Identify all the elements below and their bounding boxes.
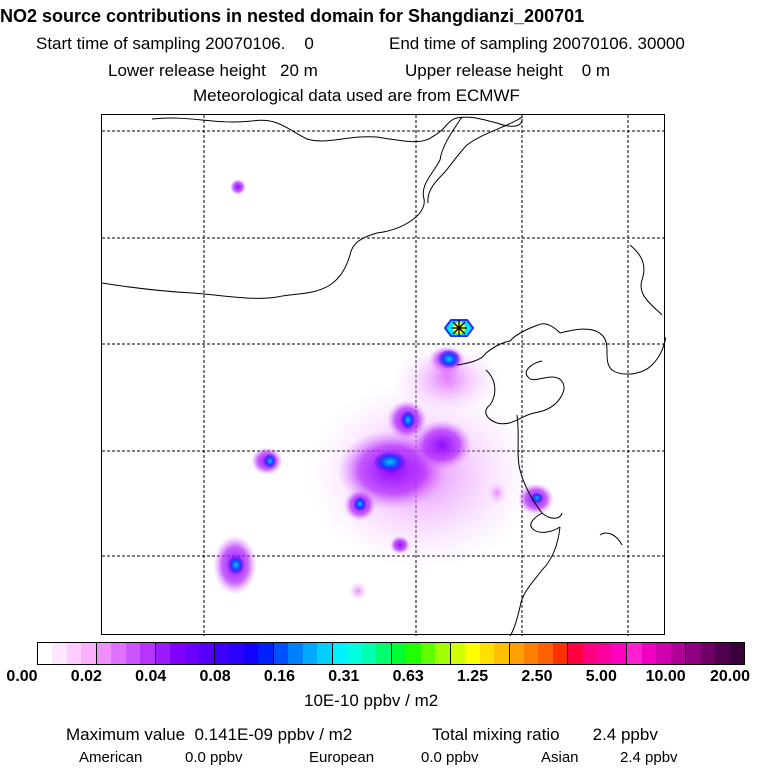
hotspot [374, 452, 406, 472]
colorbar-segment [302, 643, 318, 664]
colorbar-segment [686, 643, 701, 664]
european-value: 0.0 ppbv [421, 749, 479, 766]
coastlines [102, 116, 666, 636]
colorbar-segment [627, 643, 642, 664]
colorbar-segment [52, 643, 67, 664]
colorbar-segment [391, 643, 407, 664]
concentration-field [213, 179, 554, 601]
colorbar-segment [641, 643, 657, 664]
total-mixing-text: Total mixing ratio 2.4 ppbv [432, 725, 658, 744]
plume-area [487, 481, 507, 505]
colorbar-segment [125, 643, 141, 664]
colorbar-tick-label: 0.04 [135, 668, 167, 685]
colorbar-segment [111, 643, 126, 664]
colorbar-segment [273, 643, 289, 664]
map-canvas [102, 115, 666, 636]
receptor-station-marker [443, 319, 475, 337]
colorbar-segment [479, 643, 495, 664]
upper-release-text: Upper release height 0 m [405, 61, 611, 80]
colorbar-segment [420, 643, 436, 664]
colorbar-segment [406, 643, 421, 664]
hotspot [228, 556, 244, 574]
american-label: American [79, 749, 143, 766]
colorbar-tick-label: 0.00 [6, 668, 38, 685]
plume-area [412, 420, 472, 470]
colorbar-segment [38, 643, 53, 664]
hotspot [438, 350, 460, 368]
colorbar-tick-label: 20.00 [709, 668, 751, 685]
colorbar-tick-label: 0.16 [263, 668, 296, 685]
colorbar-segment [184, 643, 200, 664]
colorbar [37, 642, 745, 665]
hotspot [354, 497, 366, 511]
colorbar-segment [332, 643, 348, 664]
map-panel [101, 114, 666, 636]
plume-area [348, 581, 368, 601]
colorbar-tick-label: 0.02 [70, 668, 102, 685]
colorbar-segment [376, 643, 392, 664]
colorbar-segment [568, 643, 583, 664]
colorbar-segment [96, 643, 112, 664]
colorbar-segment [552, 643, 569, 664]
colorbar-segment [229, 643, 244, 664]
colorbar-segment [523, 643, 539, 664]
colorbar-tick-label: 0.31 [328, 668, 360, 685]
colorbar-segment [656, 643, 671, 664]
colorbar-unit-label: 10E-10 ppbv / m2 [304, 691, 439, 710]
colorbar-segment [258, 643, 274, 664]
colorbar-segment [361, 643, 377, 664]
hotspot [531, 493, 543, 503]
lower-release-text: Lower release height 20 m [108, 61, 318, 80]
colorbar-segment [170, 643, 185, 664]
colorbar-segment [465, 643, 480, 664]
colorbar-segment [715, 643, 730, 664]
colorbar-segment [66, 643, 82, 664]
colorbar-segment [214, 643, 230, 664]
sampling-start-text: Start time of sampling 20070106. 0 [36, 34, 314, 53]
colorbar-tick-label: 10.00 [645, 668, 686, 685]
colorbar-segment [317, 643, 333, 664]
colorbar-segment [155, 643, 171, 664]
asian-value: 2.4 ppbv [620, 749, 678, 766]
colorbar-segment [597, 643, 612, 664]
colorbar-tick-label: 2.50 [521, 668, 553, 685]
colorbar-segment [729, 643, 745, 664]
sampling-end-text: End time of sampling 20070106. 30000 [389, 34, 685, 53]
colorbar-segment [700, 643, 716, 664]
american-value: 0.0 ppbv [185, 749, 243, 766]
asian-label: Asian [541, 749, 579, 766]
met-data-text: Meteorological data used are from ECMWF [193, 86, 520, 105]
colorbar-segment [494, 643, 510, 664]
colorbar-segment [611, 643, 628, 664]
colorbar-segment [582, 643, 598, 664]
colorbar-tick-label: 0.08 [199, 668, 231, 685]
max-value-text: Maximum value 0.141E-09 ppbv / m2 [66, 725, 353, 744]
colorbar-segment [243, 643, 259, 664]
hotspot [401, 411, 415, 429]
colorbar-tick-label: 5.00 [585, 668, 617, 685]
colorbar-segment [199, 643, 215, 664]
colorbar-segment [81, 643, 97, 664]
colorbar-segment [435, 643, 451, 664]
plume-area [230, 179, 246, 195]
colorbar-tick-label: 0.63 [392, 668, 424, 685]
colorbar-segment [140, 643, 156, 664]
map-title: NO2 source contributions in nested domai… [0, 6, 585, 26]
colorbar-segment [450, 643, 466, 664]
colorbar-segment [288, 643, 303, 664]
hotspot [264, 454, 276, 468]
european-label: European [309, 749, 375, 766]
colorbar-tick-label: 1.25 [456, 668, 489, 685]
colorbar-segment [509, 643, 524, 664]
colorbar-segment [538, 643, 553, 664]
colorbar-segment [670, 643, 687, 664]
colorbar-segment [347, 643, 362, 664]
plume-area [390, 536, 410, 554]
